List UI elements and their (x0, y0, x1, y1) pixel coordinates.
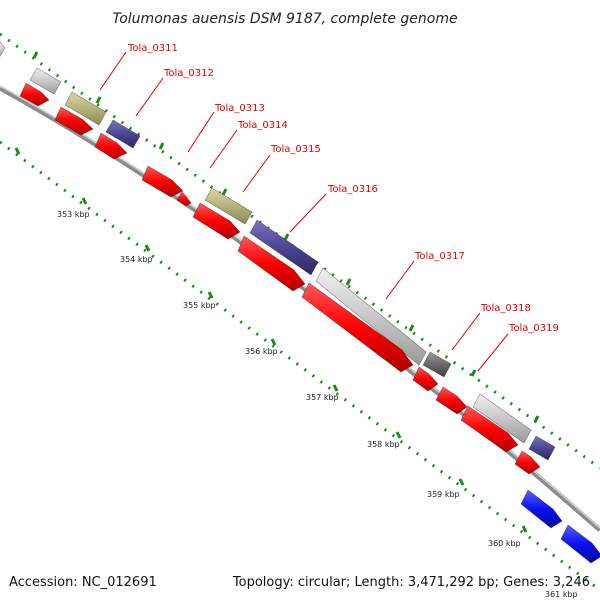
feature-grey (315, 267, 427, 366)
gene-label: Tola_0313 (214, 103, 265, 114)
feature-dark (422, 351, 452, 378)
tick-label: 360 kbp (488, 539, 521, 548)
gene-label: Tola_0315 (270, 144, 321, 155)
tick-label: 353 kbp (57, 210, 90, 219)
cds-arrow (141, 165, 184, 198)
feature-khaki (204, 187, 253, 225)
tick-label: 358 kbp (367, 440, 400, 449)
inner-major-ticks (14, 147, 528, 533)
tick-label: 361 kbp (545, 590, 578, 599)
feature-purple (105, 119, 141, 149)
cds-arrow (94, 132, 128, 160)
feature-grey (29, 67, 62, 95)
cds-arrow (412, 366, 439, 392)
cds-arrow (176, 191, 192, 207)
cds-arrow (460, 405, 519, 453)
feature-grey-partial (0, 41, 6, 57)
tick-label: 354 kbp (120, 255, 153, 264)
feature-purple (528, 435, 556, 461)
outer-major-ticks (32, 51, 540, 423)
cds-arrow (237, 235, 306, 292)
tick-label: 356 kbp (245, 347, 278, 356)
gene-label: Tola_0317 (414, 251, 465, 262)
map-title: Tolumonas auensis DSM 9187, complete gen… (112, 11, 457, 27)
cds-arrow (514, 450, 541, 475)
cds-arrow-blue (560, 524, 600, 564)
cds-arrow (435, 386, 468, 415)
accession-text: Accession: NC_012691 (9, 575, 157, 590)
tick-label: 359 kbp (427, 490, 460, 499)
gene-label: Tola_0311 (127, 43, 178, 54)
tick-labels: 353 kbp 354 kbp 355 kbp 356 kbp 357 kbp … (57, 210, 578, 599)
tick-label: 357 kbp (306, 393, 339, 402)
cds-arrow-blue (520, 489, 563, 529)
gene-label: Tola_0316 (327, 184, 378, 195)
inner-tick-ring (0, 140, 600, 592)
feature-purple (249, 219, 319, 276)
gene-labels: Tola_0311 Tola_0312 Tola_0313 Tola_0314 … (127, 43, 559, 334)
cds-arrow (192, 202, 241, 240)
feature-grey (472, 393, 532, 444)
cds-arrow (301, 282, 414, 373)
feature-track (0, 41, 600, 564)
gene-label: Tola_0319 (508, 323, 559, 334)
gene-label: Tola_0312 (163, 68, 214, 79)
gene-label: Tola_0318 (480, 303, 531, 314)
gene-label: Tola_0314 (237, 120, 288, 131)
cds-arrow (54, 106, 94, 136)
label-leaders (99, 51, 509, 372)
topology-summary: Topology: circular; Length: 3,471,292 bp… (232, 575, 590, 590)
feature-khaki (64, 91, 107, 126)
tick-label: 355 kbp (183, 301, 216, 310)
cds-arrow (19, 82, 50, 107)
